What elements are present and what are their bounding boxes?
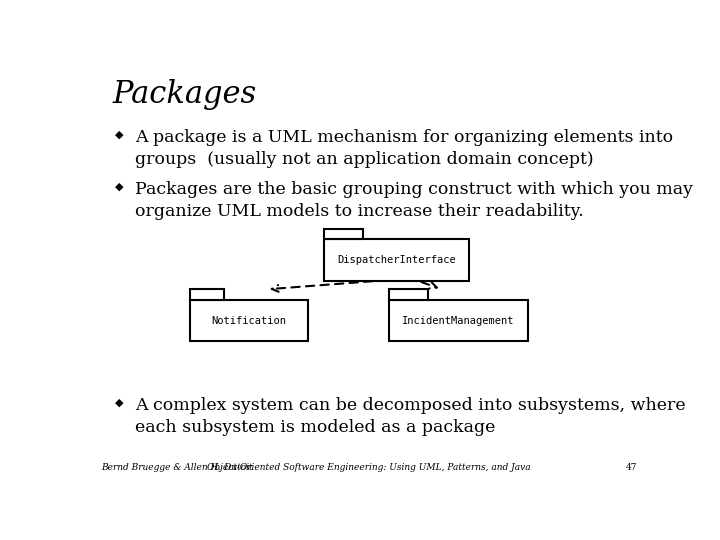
Bar	[190, 289, 224, 300]
Text: 47: 47	[626, 463, 637, 472]
Text: A package is a UML mechanism for organizing elements into
groups  (usually not a: A package is a UML mechanism for organiz…	[135, 129, 672, 168]
Bar	[389, 289, 428, 300]
Text: DispatcherInterface: DispatcherInterface	[338, 255, 456, 265]
Text: A complex system can be decomposed into subsystems, where
each subsystem is mode: A complex system can be decomposed into …	[135, 397, 685, 436]
Bar	[389, 300, 528, 341]
Text: Notification: Notification	[212, 315, 287, 326]
Text: ◆: ◆	[115, 129, 124, 139]
Text: Object-Oriented Software Engineering: Using UML, Patterns, and Java: Object-Oriented Software Engineering: Us…	[207, 463, 531, 472]
Text: Bernd Bruegge & Allen H. Dutoit: Bernd Bruegge & Allen H. Dutoit	[101, 463, 253, 472]
Text: Packages: Packages	[112, 79, 256, 110]
Text: ◆: ◆	[115, 181, 124, 191]
Text: ◆: ◆	[115, 397, 124, 408]
Text: Packages are the basic grouping construct with which you may
organize UML models: Packages are the basic grouping construc…	[135, 181, 693, 220]
Bar	[324, 239, 469, 281]
Bar	[324, 229, 364, 239]
Bar	[190, 300, 307, 341]
Text: IncidentManagement: IncidentManagement	[402, 315, 515, 326]
